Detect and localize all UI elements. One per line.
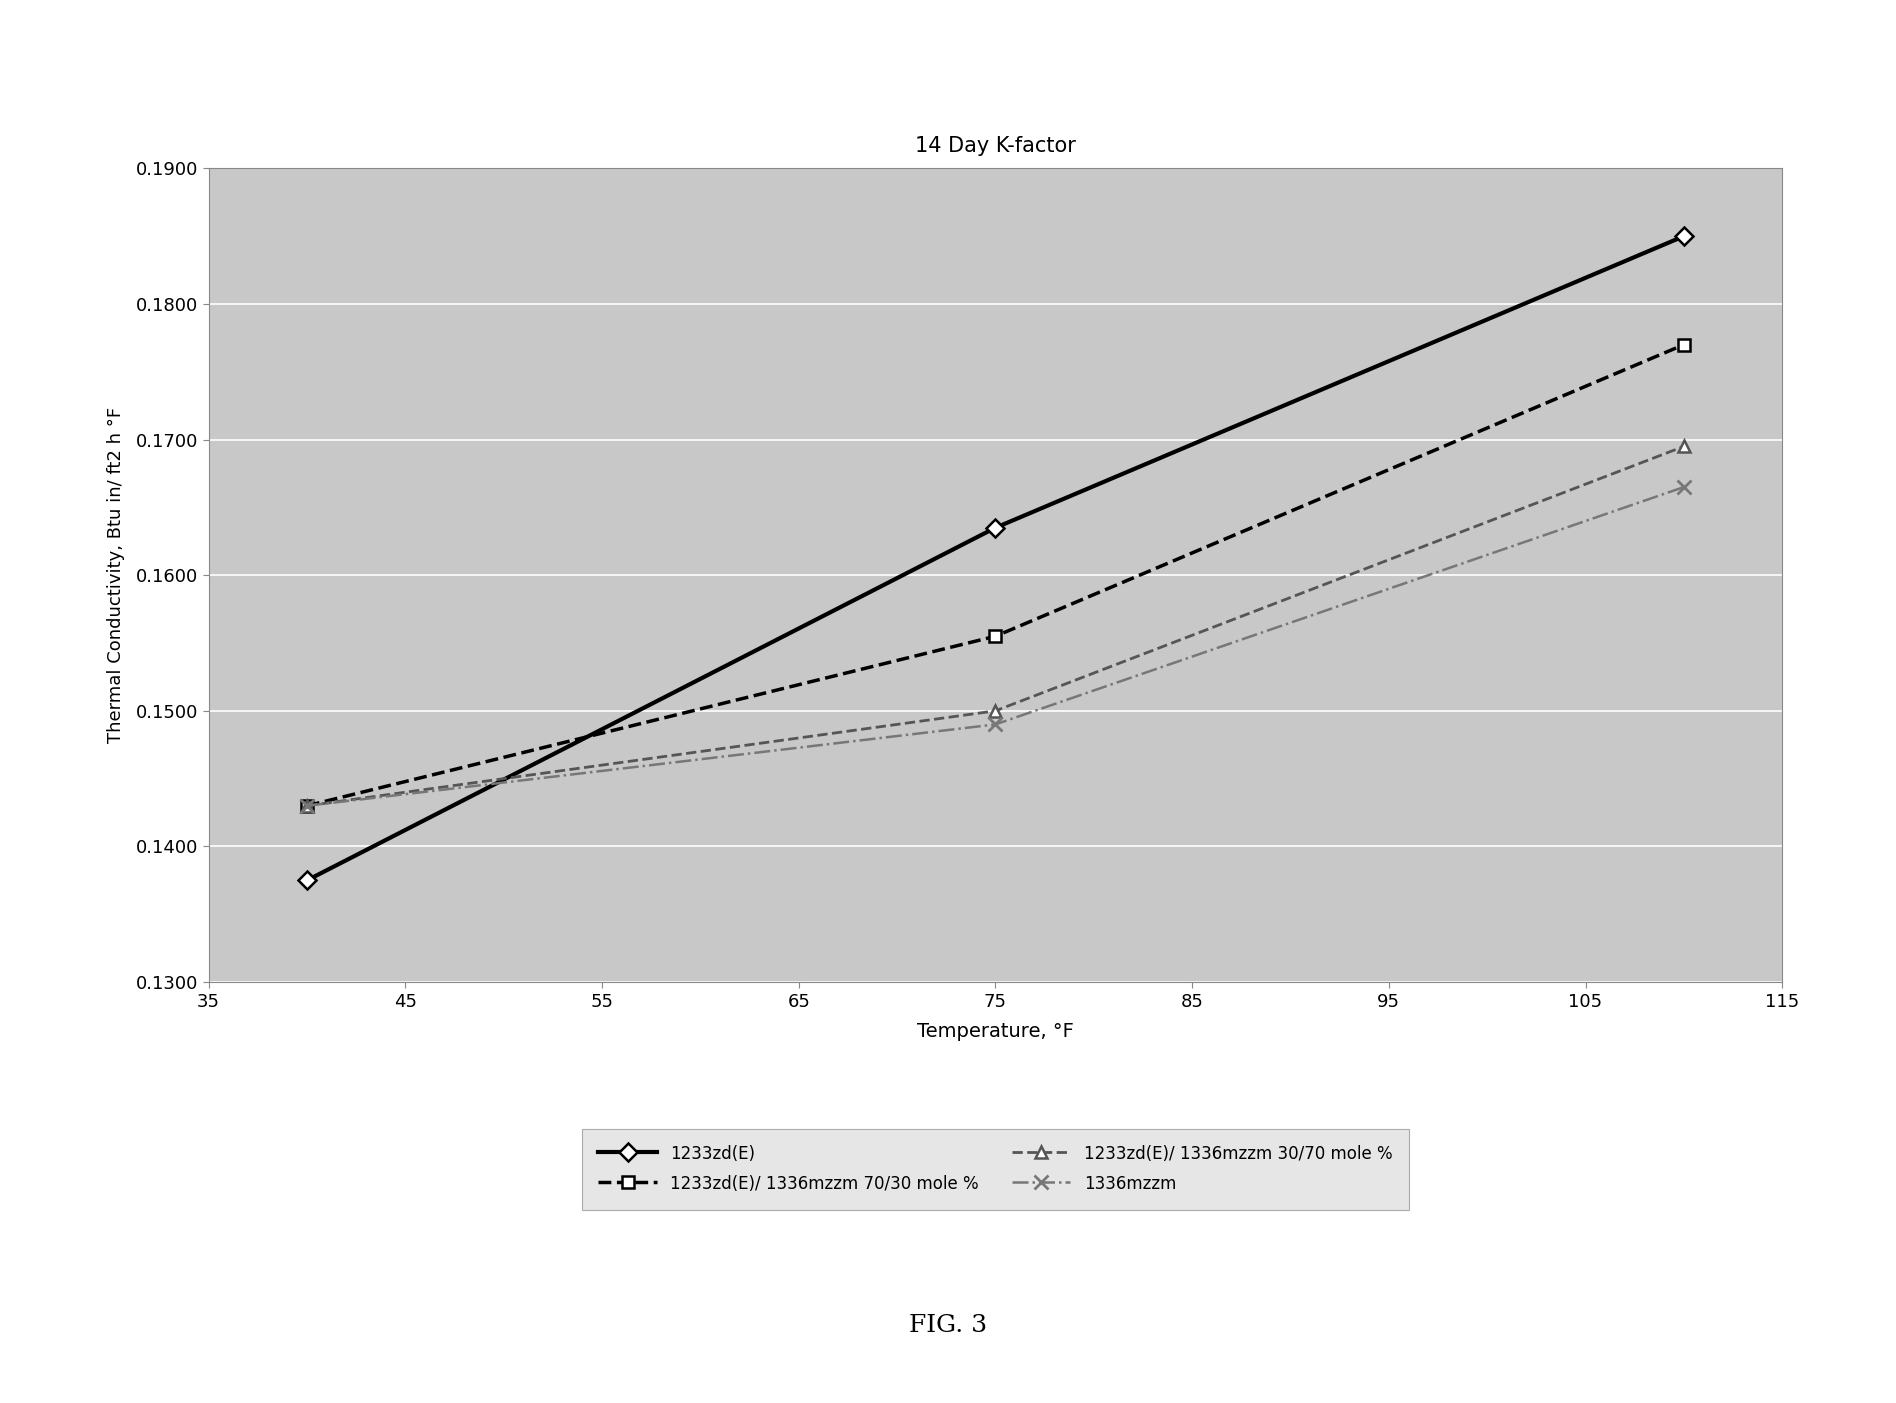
1336mzzm: [296, 797, 319, 814]
Text: FIG. 3: FIG. 3: [908, 1315, 988, 1337]
Line: 1336mzzm: 1336mzzm: [300, 480, 1691, 812]
Line: 1233zd(E): 1233zd(E): [301, 230, 1689, 887]
1233zd(E)/ 1336mzzm 70/30 mole %: [1672, 337, 1695, 354]
1336mzzm: [1672, 478, 1695, 495]
Title: 14 Day K-factor: 14 Day K-factor: [916, 136, 1075, 156]
1233zd(E)/ 1336mzzm 70/30 mole %: [296, 797, 319, 814]
1233zd(E): [984, 519, 1007, 536]
Line: 1233zd(E)/ 1336mzzm 30/70 mole %: 1233zd(E)/ 1336mzzm 30/70 mole %: [301, 441, 1689, 812]
1233zd(E)/ 1336mzzm 30/70 mole %: [296, 797, 319, 814]
1233zd(E): [296, 873, 319, 890]
Legend: 1233zd(E), 1233zd(E)/ 1336mzzm 70/30 mole %, 1233zd(E)/ 1336mzzm 30/70 mole %, 1: 1233zd(E), 1233zd(E)/ 1336mzzm 70/30 mol…: [582, 1128, 1409, 1209]
Line: 1233zd(E)/ 1336mzzm 70/30 mole %: 1233zd(E)/ 1336mzzm 70/30 mole %: [301, 338, 1689, 812]
1233zd(E)/ 1336mzzm 30/70 mole %: [1672, 438, 1695, 455]
X-axis label: Temperature, °F: Temperature, °F: [918, 1021, 1073, 1041]
1233zd(E)/ 1336mzzm 70/30 mole %: [984, 629, 1007, 645]
1336mzzm: [984, 716, 1007, 732]
1233zd(E): [1672, 227, 1695, 244]
Y-axis label: Thermal Conductivity, Btu in/ ft2 h °F: Thermal Conductivity, Btu in/ ft2 h °F: [106, 407, 125, 744]
1233zd(E)/ 1336mzzm 30/70 mole %: [984, 703, 1007, 720]
